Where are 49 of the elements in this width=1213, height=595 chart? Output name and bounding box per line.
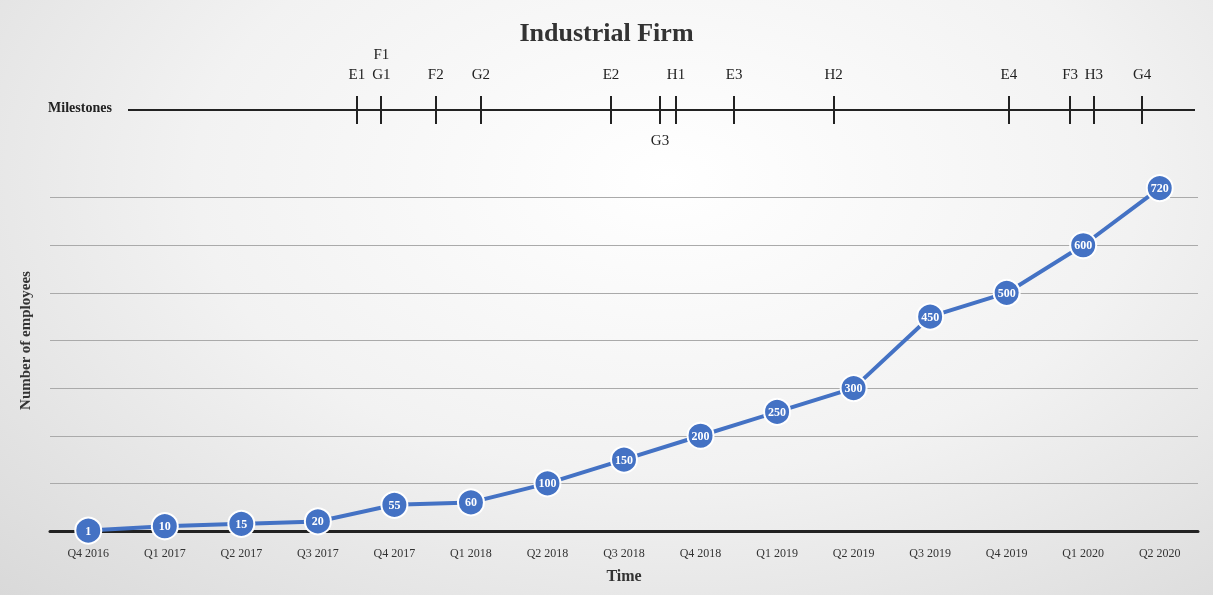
x-tick-label: Q4 2017	[373, 546, 416, 560]
x-tick-label: Q4 2019	[985, 546, 1028, 560]
text: G3	[650, 132, 670, 149]
x-tick-label: Q1 2018	[450, 546, 492, 560]
x-tick-label: Q2 2018	[526, 546, 569, 560]
data-label: 150	[615, 452, 633, 467]
data-label: 500	[997, 285, 1016, 300]
x-tick-label: Q1 2019	[756, 546, 798, 560]
x-tick-label: Q2 2017	[220, 546, 263, 560]
text: H1	[666, 66, 686, 83]
text: E3	[725, 66, 743, 83]
data-label: 200	[691, 428, 710, 443]
y-axis-title: Number of employees	[16, 270, 33, 410]
x-tick-label: Q3 2019	[909, 546, 951, 560]
x-tick-label: Q2 2019	[832, 546, 875, 560]
text: F3	[1062, 66, 1079, 83]
data-label: 250	[768, 404, 787, 419]
x-tick-label: Q3 2018	[603, 546, 645, 560]
text: H3	[1084, 66, 1104, 83]
data-label: 300	[844, 381, 863, 396]
data-label: 100	[538, 476, 557, 491]
data-label: 1	[85, 523, 92, 538]
text: G1	[372, 66, 391, 83]
data-label: 15	[235, 516, 248, 531]
text: G2	[471, 66, 491, 83]
data-label: 55	[388, 497, 401, 512]
text: E2	[602, 66, 620, 83]
text: F2	[427, 66, 444, 83]
data-label: 20	[311, 514, 324, 529]
x-tick-label: Q1 2017	[143, 546, 186, 560]
x-tick-label: Q4 2016	[67, 546, 110, 560]
data-label: 600	[1074, 238, 1093, 253]
text: Milestones	[48, 100, 112, 116]
x-tick-label: Q4 2018	[679, 546, 722, 560]
data-label: 450	[921, 309, 940, 324]
text: G4	[1132, 66, 1152, 83]
point	[74, 516, 103, 545]
text: F1	[373, 46, 390, 63]
text: H2	[824, 66, 843, 83]
data-label: 720	[1150, 181, 1169, 196]
data-label: 10	[158, 519, 171, 534]
text: E4	[1000, 66, 1018, 83]
text: E1	[348, 66, 366, 83]
x-tick-label: Q2 2020	[1138, 546, 1181, 560]
x-axis-title: Time	[606, 566, 642, 584]
data-label: 60	[464, 495, 477, 510]
x-tick-label: Q1 2020	[1062, 546, 1105, 560]
chart-title: Industrial Firm	[519, 17, 694, 47]
x-tick-label: Q3 2017	[297, 546, 339, 560]
